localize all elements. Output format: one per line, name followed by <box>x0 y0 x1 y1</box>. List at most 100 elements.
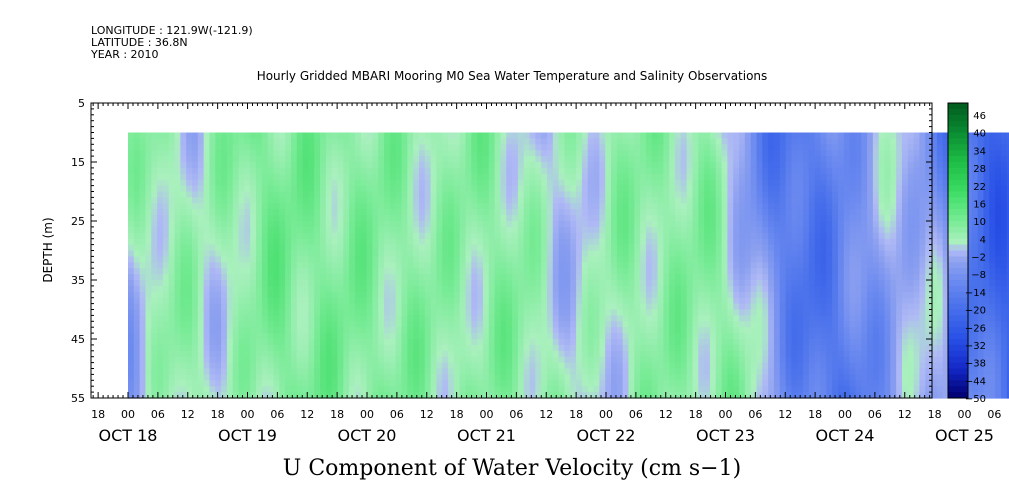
heatmap-cell <box>704 150 711 157</box>
heatmap-cell <box>320 215 327 222</box>
heatmap-cell <box>488 173 496 181</box>
heatmap-cell <box>506 179 513 187</box>
heatmap-cell <box>564 321 571 328</box>
heatmap-cell <box>517 303 525 311</box>
heatmap-cell <box>285 285 292 293</box>
heatmap-cell <box>500 232 507 240</box>
heatmap-cell <box>180 238 187 246</box>
heatmap-cell <box>157 356 164 364</box>
heatmap-cell <box>517 185 525 193</box>
heatmap-cell <box>482 209 490 216</box>
heatmap-cell <box>698 291 705 299</box>
heatmap-cell <box>273 280 280 287</box>
heatmap-cell <box>523 350 531 358</box>
heatmap-cell <box>651 303 659 311</box>
heatmap-cell <box>605 156 612 163</box>
heatmap-cell <box>320 356 327 364</box>
heatmap-cell <box>686 150 694 157</box>
heatmap-cell <box>384 344 391 352</box>
heatmap-cell <box>704 368 711 375</box>
heatmap-cell <box>680 203 688 210</box>
heatmap-cell <box>360 215 368 222</box>
heatmap-cell <box>506 386 513 393</box>
heatmap-cell <box>267 185 275 193</box>
heatmap-cell <box>139 339 147 346</box>
heatmap-cell <box>337 226 344 234</box>
heatmap-cell <box>721 392 728 399</box>
heatmap-cell <box>256 350 263 358</box>
heatmap-cell <box>226 356 234 364</box>
heatmap-cell <box>628 209 635 216</box>
heatmap-cell <box>558 327 566 334</box>
heatmap-cell <box>680 144 688 151</box>
heatmap-cell <box>616 262 624 269</box>
heatmap-cell <box>238 356 245 364</box>
heatmap-cell <box>273 309 280 316</box>
heatmap-cell <box>372 339 379 346</box>
heatmap-cell <box>250 280 257 287</box>
heatmap-cell <box>442 362 449 370</box>
heatmap-cell <box>197 144 205 151</box>
heatmap-cell <box>389 315 397 322</box>
heatmap-cell <box>413 250 420 257</box>
heatmap-cell <box>616 291 624 299</box>
heatmap-cell <box>669 386 676 393</box>
heatmap-cell <box>634 226 641 234</box>
heatmap-cell <box>128 303 135 311</box>
heatmap-cell <box>715 321 723 328</box>
heatmap-cell <box>145 150 152 157</box>
heatmap-cell <box>727 280 734 287</box>
heatmap-cell <box>279 291 286 299</box>
heatmap-cell <box>645 350 653 358</box>
heatmap-cell <box>395 138 403 145</box>
heatmap-cell <box>675 303 682 311</box>
heatmap-cell <box>378 191 385 198</box>
heatmap-cell <box>622 138 630 145</box>
heatmap-cell <box>203 150 211 157</box>
heatmap-cell <box>564 386 571 393</box>
heatmap-cell <box>343 339 350 346</box>
heatmap-cell <box>477 362 484 370</box>
heatmap-cell <box>261 262 269 269</box>
heatmap-cell <box>704 291 711 299</box>
heatmap-cell <box>232 315 240 322</box>
heatmap-cell <box>529 268 536 275</box>
heatmap-cell <box>762 274 769 281</box>
heatmap-cell <box>378 333 385 340</box>
heatmap-cell <box>622 173 630 181</box>
heatmap-cell <box>378 350 385 358</box>
heatmap-cell <box>256 368 263 375</box>
heatmap-cell <box>645 274 653 281</box>
heatmap-cell <box>180 374 187 381</box>
heatmap-cell <box>547 179 554 187</box>
heatmap-cell <box>529 250 536 257</box>
heatmap-cell <box>354 327 362 334</box>
heatmap-cell <box>535 185 542 193</box>
heatmap-cell <box>267 162 275 169</box>
heatmap-cell <box>215 309 222 316</box>
heatmap-cell <box>203 250 211 257</box>
heatmap-cell <box>459 274 467 281</box>
heatmap-cell <box>180 285 187 293</box>
heatmap-cell <box>645 315 653 322</box>
heatmap-cell <box>459 303 467 311</box>
heatmap-cell <box>552 315 560 322</box>
heatmap-cell <box>128 291 135 299</box>
heatmap-cell <box>337 356 344 364</box>
heatmap-cell <box>459 350 467 358</box>
heatmap-cell <box>541 238 548 246</box>
heatmap-cell <box>197 232 205 240</box>
heatmap-cell <box>320 297 327 305</box>
heatmap-cell <box>733 197 740 204</box>
heatmap-cell <box>506 162 513 169</box>
heatmap-cell <box>535 315 542 322</box>
heatmap-cell <box>448 262 455 269</box>
heatmap-cell <box>552 244 560 252</box>
heatmap-cell <box>762 262 769 269</box>
heatmap-cell <box>547 333 554 340</box>
heatmap-cell <box>733 285 740 293</box>
heatmap-cell <box>558 368 566 375</box>
heatmap-cell <box>587 232 595 240</box>
heatmap-cell <box>250 238 257 246</box>
heatmap-cell <box>133 250 141 257</box>
